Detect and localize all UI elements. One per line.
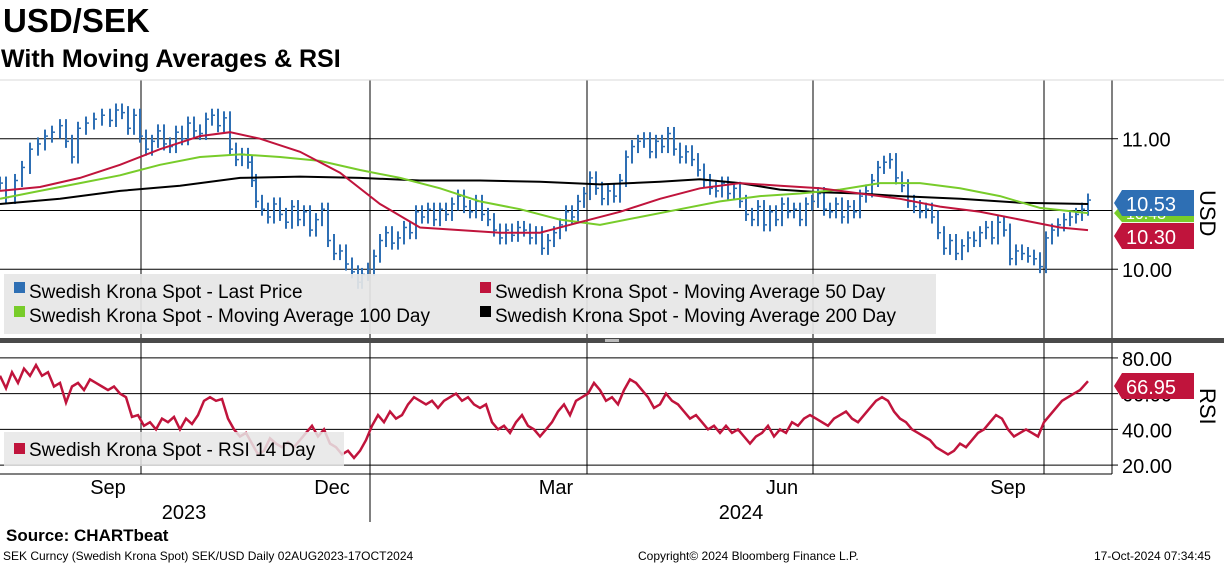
- ma50-tag-text: 10.30: [1126, 227, 1176, 249]
- ma100-line: [0, 153, 1089, 226]
- legend-label-ma50: Swedish Krona Spot - Moving Average 50 D…: [495, 282, 886, 303]
- rsi-line: [0, 362, 1089, 460]
- ytick-label-rsi-3: 80.00: [1122, 349, 1172, 371]
- xtick-label-4: Sep: [990, 477, 1026, 499]
- ytick-label-price-1: 11.00: [1122, 130, 1171, 152]
- rsi-legend-box: [4, 432, 344, 466]
- xtick-label-3: Jun: [766, 477, 798, 499]
- ytick-label-rsi-1: 40.00: [1122, 420, 1172, 442]
- footer-ticker-info: SEK Curncy (Swedish Krona Spot) SEK/USD …: [3, 549, 414, 563]
- xtick-label-1: Dec: [314, 477, 350, 499]
- xtick-label-0: Sep: [90, 477, 126, 499]
- legend-label-price: Swedish Krona Spot - Last Price: [29, 282, 303, 303]
- ma50-line: [0, 131, 1089, 234]
- legend-label-rsi: Swedish Krona Spot - RSI 14 Day: [29, 440, 316, 461]
- legend-swatch-price: [14, 282, 25, 293]
- year-label-0: 2023: [162, 502, 207, 524]
- price-axis-title: USD: [1195, 190, 1220, 236]
- rsi-tag-box: [1114, 373, 1194, 399]
- axis-layer: 10.0011.0020.0040.0060.0080.00USDRSISepD…: [0, 79, 1224, 524]
- legend-label-ma100: Swedish Krona Spot - Moving Average 100 …: [29, 306, 430, 327]
- legend-swatch-ma100: [14, 306, 25, 317]
- rsi-axis-title: RSI: [1195, 388, 1220, 425]
- year-label-1: 2024: [719, 502, 764, 524]
- footer-timestamp: 17-Oct-2024 07:34:45: [1094, 549, 1211, 563]
- last-price-tag-box: [1114, 190, 1194, 216]
- footer-copyright: Copyright© 2024 Bloomberg Finance L.P.: [638, 549, 859, 563]
- legend-swatch-rsi: [14, 443, 25, 454]
- panel-grip: [605, 339, 619, 342]
- last-price-tag-text: 10.53: [1126, 194, 1176, 216]
- price-legend-box: [4, 274, 936, 334]
- ma50-tag-box: [1114, 223, 1194, 249]
- chart-subtitle: With Moving Averages & RSI: [1, 45, 341, 73]
- chart-title: USD/SEK: [3, 2, 150, 39]
- legend-layer: Swedish Krona Spot - Last Price Swedish K…: [4, 274, 936, 466]
- ytick-label-rsi-0: 20.00: [1122, 456, 1172, 478]
- rsi-tag-text: 66.95: [1126, 377, 1176, 399]
- legend-swatch-ma200: [480, 306, 491, 317]
- legend-swatch-ma50: [480, 282, 491, 293]
- source-note: Source: CHARTbeat: [6, 526, 169, 545]
- ytick-label-price-0: 10.00: [1122, 260, 1172, 282]
- ma200-line: [0, 175, 1089, 205]
- legend-label-ma200: Swedish Krona Spot - Moving Average 200 …: [495, 306, 896, 327]
- xtick-label-2: Mar: [539, 477, 574, 499]
